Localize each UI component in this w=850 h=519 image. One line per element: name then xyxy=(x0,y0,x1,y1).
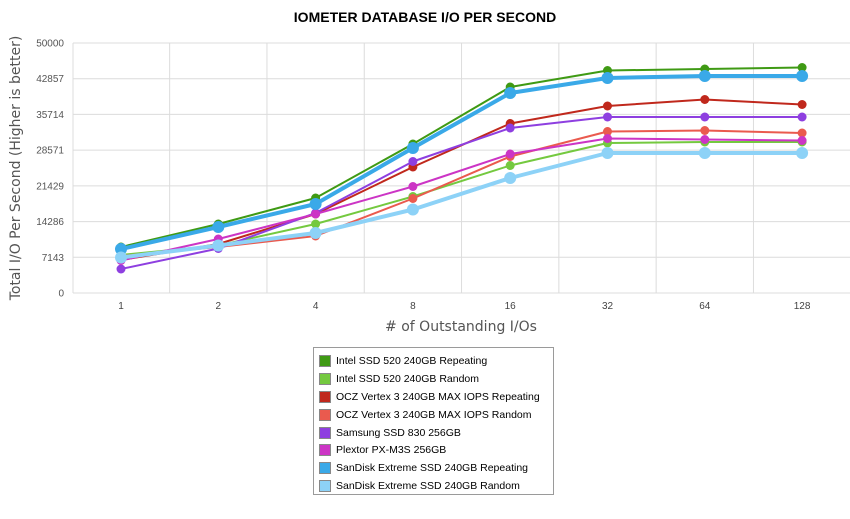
data-point xyxy=(408,194,418,203)
data-point xyxy=(309,227,322,239)
series-layer xyxy=(115,63,809,274)
legend: Intel SSD 520 240GB Repeating Intel SSD 5… xyxy=(313,347,554,495)
x-tick-labels: 1 2 4 8 16 32 64 128 xyxy=(118,301,811,312)
data-point xyxy=(505,149,515,159)
y-tick-label: 0 xyxy=(58,289,64,300)
data-point xyxy=(603,101,612,111)
data-point xyxy=(698,147,711,159)
legend-label: SanDisk Extreme SSD 240GB Random xyxy=(336,480,520,493)
data-point xyxy=(408,182,418,191)
legend-item[interactable]: SanDisk Extreme SSD 240GB Repeating xyxy=(314,459,553,477)
y-tick-label: 21429 xyxy=(36,181,64,192)
data-point xyxy=(115,251,127,264)
data-point xyxy=(797,63,807,72)
legend-item[interactable]: Plextor PX-M3S 256GB xyxy=(314,441,553,459)
x-tick-label: 64 xyxy=(699,301,711,312)
y-axis-title: Total I/O Per Second (Higher is better) xyxy=(8,36,24,302)
data-point xyxy=(603,112,612,122)
legend-label: Intel SSD 520 240GB Repeating xyxy=(336,354,488,367)
data-point xyxy=(797,128,807,138)
series-7 xyxy=(115,70,809,255)
data-point xyxy=(700,126,710,135)
x-axis-title: # of Outstanding I/Os xyxy=(385,319,537,335)
data-point xyxy=(700,112,710,122)
legend-swatch xyxy=(319,372,331,385)
series-line xyxy=(120,151,803,260)
data-point xyxy=(700,95,710,104)
legend-swatch xyxy=(319,426,331,439)
data-point xyxy=(309,198,322,210)
y-tick-label: 35714 xyxy=(36,110,64,121)
series-line xyxy=(120,137,803,262)
data-point xyxy=(505,161,515,170)
data-point xyxy=(797,100,807,109)
data-point xyxy=(406,203,419,216)
x-tick-label: 4 xyxy=(313,301,319,312)
y-tick-label: 7143 xyxy=(42,253,65,264)
chart-title: IOMETER DATABASE I/O PER SECOND xyxy=(293,9,557,25)
legend-swatch xyxy=(319,354,331,367)
data-point xyxy=(212,221,225,233)
y-tick-label: 50000 xyxy=(36,39,64,50)
data-point xyxy=(797,112,807,122)
data-point xyxy=(504,172,517,184)
legend-item[interactable]: Samsung SSD 830 256GB xyxy=(314,424,553,442)
x-tick-label: 128 xyxy=(794,301,811,312)
legend-item[interactable]: Intel SSD 520 240GB Repeating xyxy=(314,352,553,370)
chart-plot: 0 7143 14286 21429 28571 35714 42857 50000 1 2 4 8… xyxy=(8,36,850,335)
y-tick-labels: 0 7143 14286 21429 28571 35714 42857 50000 xyxy=(36,39,64,300)
x-tick-label: 32 xyxy=(602,301,614,312)
legend-label: Plextor PX-M3S 256GB xyxy=(336,444,447,457)
data-point xyxy=(601,147,614,159)
data-point xyxy=(116,264,126,274)
legend-item[interactable]: OCZ Vertex 3 240GB MAX IOPS Repeating xyxy=(314,388,553,406)
data-point xyxy=(601,72,614,84)
data-point xyxy=(115,243,127,255)
series-line xyxy=(120,66,803,248)
legend-swatch xyxy=(319,408,331,421)
data-point xyxy=(408,157,418,166)
legend-label: SanDisk Extreme SSD 240GB Repeating xyxy=(336,462,529,475)
x-tick-label: 16 xyxy=(505,301,517,312)
series-8 xyxy=(115,147,809,264)
y-tick-label: 14286 xyxy=(36,217,64,228)
legend-swatch xyxy=(319,480,331,493)
legend-item[interactable]: OCZ Vertex 3 240GB MAX IOPS Random xyxy=(314,406,553,424)
data-point xyxy=(700,135,710,144)
data-point xyxy=(311,219,321,229)
x-tick-label: 2 xyxy=(216,301,222,312)
x-tick-label: 8 xyxy=(410,301,416,312)
legend-swatch xyxy=(319,444,331,457)
legend-swatch xyxy=(319,462,331,475)
data-point xyxy=(698,70,711,82)
data-point xyxy=(212,239,225,252)
grid-lines xyxy=(72,42,850,294)
legend-label: OCZ Vertex 3 240GB MAX IOPS Random xyxy=(336,408,532,421)
data-point xyxy=(796,147,809,159)
legend-item[interactable]: Intel SSD 520 240GB Random xyxy=(314,370,553,388)
legend-item[interactable]: SanDisk Extreme SSD 240GB Random xyxy=(314,477,553,495)
x-tick-label: 1 xyxy=(118,301,124,312)
legend-label: Samsung SSD 830 256GB xyxy=(336,426,461,439)
legend-swatch xyxy=(319,390,331,403)
data-point xyxy=(504,87,517,99)
data-point xyxy=(603,127,612,136)
data-point xyxy=(603,134,612,143)
data-point xyxy=(796,70,809,82)
y-tick-label: 28571 xyxy=(36,146,64,157)
data-point xyxy=(505,123,515,133)
series-line xyxy=(120,74,803,251)
y-tick-label: 42857 xyxy=(36,74,64,85)
data-point xyxy=(797,136,807,145)
data-point xyxy=(406,142,419,154)
legend-label: OCZ Vertex 3 240GB MAX IOPS Repeating xyxy=(336,390,540,403)
legend-label: Intel SSD 520 240GB Random xyxy=(336,372,480,385)
data-point xyxy=(311,209,321,219)
